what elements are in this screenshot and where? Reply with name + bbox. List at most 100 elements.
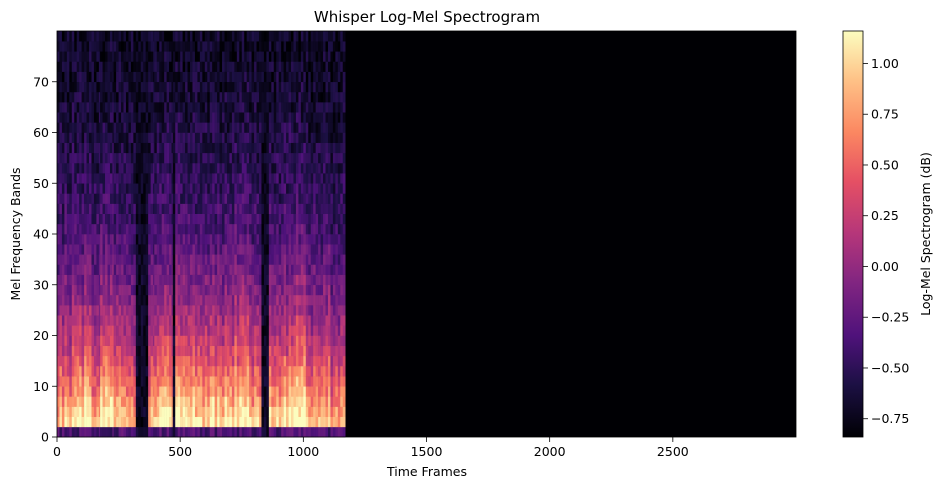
- heatmap-cell: [288, 41, 292, 52]
- heatmap-cell: [180, 91, 183, 103]
- heatmap-cell: [118, 406, 122, 417]
- heatmap-cell: [93, 81, 97, 93]
- heatmap-cell: [291, 274, 294, 286]
- heatmap-cell: [140, 325, 144, 336]
- heatmap-cell: [113, 355, 117, 367]
- heatmap-cell: [180, 193, 183, 204]
- heatmap-cell: [113, 406, 117, 417]
- heatmap-cell: [164, 41, 167, 52]
- heatmap-cell: [118, 193, 122, 204]
- heatmap-cell: [231, 416, 235, 428]
- heatmap-cell: [340, 365, 344, 377]
- heatmap-cell: [273, 305, 277, 316]
- heatmap-cell: [229, 71, 233, 83]
- heatmap-cell: [283, 406, 287, 417]
- heatmap-cell: [335, 31, 339, 42]
- heatmap-cell: [236, 376, 240, 387]
- heatmap-cell: [323, 102, 326, 113]
- heatmap-cell: [190, 294, 193, 306]
- heatmap-cell: [236, 142, 240, 154]
- heatmap-cell: [209, 325, 213, 336]
- heatmap-cell: [112, 152, 114, 164]
- heatmap-cell: [332, 376, 336, 387]
- heatmap-cell: [340, 122, 344, 133]
- heatmap-cell: [310, 234, 314, 245]
- heatmap-cell: [185, 416, 188, 428]
- heatmap-cell: [69, 376, 73, 387]
- heatmap-cell: [180, 325, 183, 336]
- heatmap-cell: [254, 386, 257, 397]
- heatmap-cell: [156, 81, 160, 93]
- heatmap-cell: [187, 254, 191, 265]
- heatmap-cell: [332, 294, 336, 306]
- heatmap-cell: [244, 91, 247, 103]
- heatmap-cell: [135, 254, 139, 265]
- heatmap-cell: [145, 152, 149, 164]
- heatmap-cell: [166, 112, 170, 123]
- heatmap-cell: [234, 152, 238, 164]
- heatmap-cell: [244, 386, 247, 397]
- heatmap-cell: [239, 71, 243, 83]
- heatmap-cell: [246, 183, 250, 194]
- heatmap-cell: [239, 365, 243, 377]
- heatmap-cell: [219, 294, 223, 306]
- heatmap-cell: [192, 254, 196, 265]
- heatmap-cell: [308, 345, 312, 357]
- heatmap-cell: [156, 122, 160, 133]
- heatmap-cell: [337, 284, 341, 296]
- heatmap-cell: [246, 244, 250, 255]
- heatmap-cell: [231, 305, 235, 316]
- heatmap-cell: [251, 325, 255, 336]
- heatmap-cell: [298, 284, 302, 296]
- heatmap-cell: [153, 294, 155, 306]
- heatmap-cell: [293, 213, 297, 225]
- heatmap-cell: [254, 294, 257, 306]
- heatmap-cell: [278, 264, 282, 275]
- heatmap-cell: [204, 183, 208, 194]
- heatmap-cell: [76, 132, 80, 143]
- heatmap-cell: [305, 61, 309, 72]
- heatmap-cell: [145, 335, 149, 346]
- heatmap-cell: [332, 51, 336, 62]
- heatmap-cell: [182, 102, 186, 113]
- heatmap-cell: [71, 325, 75, 336]
- heatmap-cell: [100, 162, 103, 174]
- heatmap-cell: [69, 355, 73, 367]
- heatmap-cell: [217, 142, 220, 154]
- heatmap-cell: [69, 274, 73, 286]
- heatmap-cell: [145, 183, 149, 194]
- heatmap-cell: [112, 223, 114, 235]
- heatmap-cell: [222, 264, 225, 275]
- heatmap-cell: [180, 264, 183, 275]
- heatmap-cell: [102, 162, 106, 174]
- heatmap-cell: [161, 71, 165, 83]
- heatmap-cell: [219, 51, 223, 62]
- heatmap-cell: [107, 254, 111, 265]
- heatmap-cell: [182, 264, 186, 275]
- heatmap-cell: [91, 284, 95, 296]
- heatmap-cell: [337, 183, 341, 194]
- heatmap-cell: [199, 355, 203, 367]
- heatmap-cell: [234, 102, 238, 113]
- heatmap-cell: [190, 355, 193, 367]
- heatmap-cell: [66, 376, 70, 387]
- heatmap-cell: [81, 254, 85, 265]
- heatmap-cell: [207, 152, 211, 164]
- heatmap-cell: [116, 345, 119, 357]
- heatmap-cell: [295, 234, 299, 245]
- heatmap-cell: [318, 284, 321, 296]
- heatmap-cell: [140, 152, 144, 164]
- heatmap-cell: [102, 142, 106, 154]
- heatmap-cell: [295, 386, 299, 397]
- heatmap-cell: [318, 254, 321, 265]
- heatmap-cell: [116, 173, 119, 184]
- heatmap-cell: [249, 142, 252, 154]
- heatmap-cell: [74, 376, 77, 387]
- heatmap-cell: [278, 315, 282, 326]
- heatmap-cell: [190, 376, 193, 387]
- heatmap-cell: [288, 112, 292, 123]
- heatmap-cell: [64, 254, 68, 265]
- heatmap-cell: [332, 396, 336, 407]
- heatmap-cell: [89, 91, 92, 103]
- heatmap-cell: [342, 254, 346, 265]
